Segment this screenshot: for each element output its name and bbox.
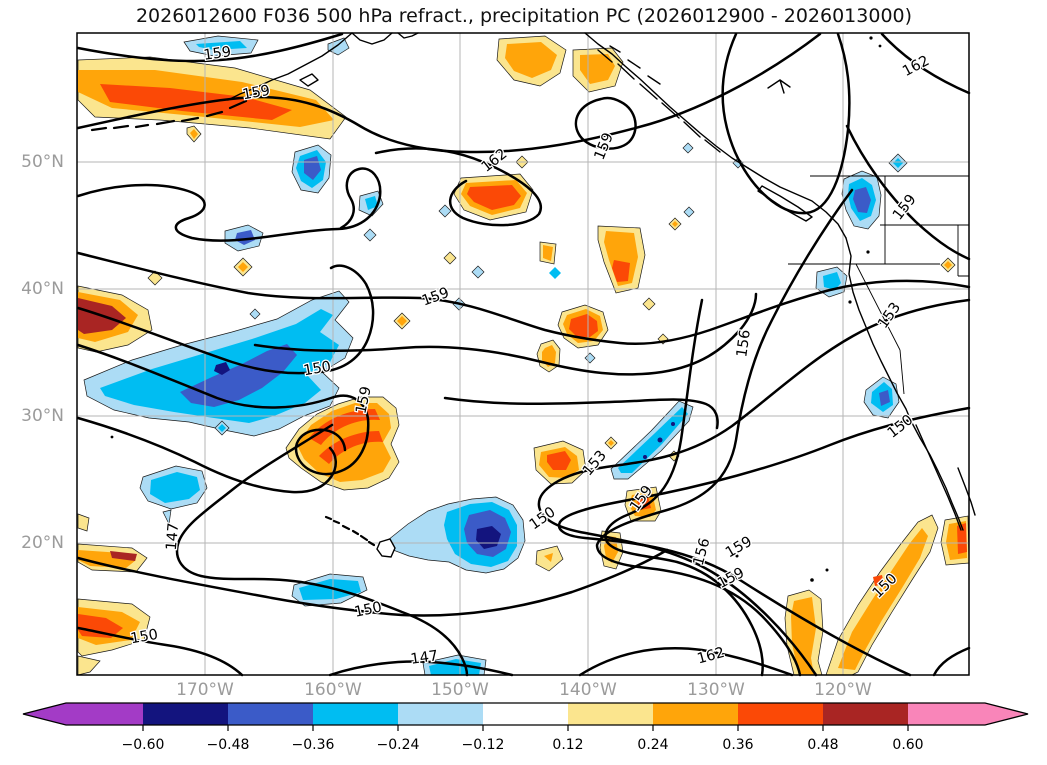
colorbar-tick-label: 0.60 — [892, 737, 923, 753]
aleutian-islands — [90, 87, 268, 132]
refractivity-contours — [76, 32, 971, 677]
lat-tick-label: 50°N — [21, 152, 64, 172]
lat-tick-label: 20°N — [21, 533, 64, 553]
y-axis-ticks: 50°N 40°N 30°N 20°N — [21, 152, 64, 553]
lon-tick-label: 140°W — [559, 680, 617, 700]
lon-tick-label: 120°W — [814, 680, 872, 700]
colorbar: −0.60 −0.48 −0.36 −0.24 −0.12 0.12 0.24 0.36 0.4… — [22, 702, 1029, 753]
coastlines — [90, 32, 976, 582]
contour-label: 159 — [890, 192, 920, 224]
contour-label: 156 — [691, 537, 714, 568]
colorbar-tick-label: −0.24 — [377, 737, 420, 753]
contour-label: 162 — [696, 645, 727, 668]
lon-tick-label: 130°W — [687, 680, 745, 700]
lon-tick-label: 160°W — [304, 680, 362, 700]
contour-label: 147 — [164, 522, 182, 551]
contour-label: 150 — [302, 359, 332, 380]
contour-label: 150 — [353, 599, 383, 620]
colorbar-tick-label: 0.12 — [552, 737, 583, 753]
lon-tick-label: 150°W — [431, 680, 489, 700]
contour-label: 159 — [592, 131, 617, 163]
alaska-panhandle-coast — [584, 32, 749, 169]
x-axis-ticks: 170°W 160°W 150°W 140°W 130°W 120°W — [176, 680, 872, 700]
colorbar-segment — [143, 703, 228, 725]
colorbar-outline — [22, 702, 1029, 726]
shaded-anomalies — [77, 35, 970, 676]
colorbar-segment — [653, 703, 738, 725]
colorbar-tick-label: 0.36 — [722, 737, 753, 753]
colorbar-segment — [568, 703, 653, 725]
colorbar-under-arrow — [23, 703, 143, 725]
contour-label: 159 — [353, 385, 374, 415]
contour-label: 159 — [203, 44, 233, 64]
lat-tick-label: 40°N — [21, 279, 64, 299]
colorbar-tick-label: −0.48 — [207, 737, 250, 753]
colorbar-tick-label: 0.24 — [637, 737, 668, 753]
us-west-coast — [845, 237, 912, 422]
contour-label: 159 — [241, 83, 271, 104]
contour-label: 150 — [129, 627, 159, 648]
contour-label: 159 — [723, 534, 755, 562]
colorbar-tick-label: −0.36 — [292, 737, 335, 753]
colorbar-segment — [823, 703, 908, 725]
colorbar-tick-label: −0.12 — [462, 737, 505, 753]
contour-label: 153 — [580, 448, 610, 479]
colorbar-over-arrow — [908, 703, 1028, 725]
colorbar-tick-label: 0.48 — [807, 737, 838, 753]
colorbar-segment — [483, 703, 568, 725]
chart-title: 2026012600 F036 500 hPa refract., precip… — [136, 5, 912, 27]
colorbar-segment — [398, 703, 483, 725]
vancouver-island — [757, 185, 813, 222]
colorbar-segment — [738, 703, 823, 725]
colorbar-segment — [228, 703, 313, 725]
colorbar-segment — [313, 703, 398, 725]
contour-label: 147 — [410, 648, 440, 668]
lon-tick-label: 170°W — [176, 680, 234, 700]
gridlines — [77, 33, 969, 675]
map-frame — [76, 32, 970, 676]
hawaiian-islands — [324, 515, 396, 558]
state-borders — [788, 175, 969, 395]
lat-tick-label: 30°N — [21, 406, 64, 426]
contour-label: 156 — [734, 329, 754, 359]
colorbar-tick-label: −0.60 — [122, 737, 165, 753]
baja-coast — [910, 420, 964, 531]
contour-label: 150 — [527, 504, 559, 533]
